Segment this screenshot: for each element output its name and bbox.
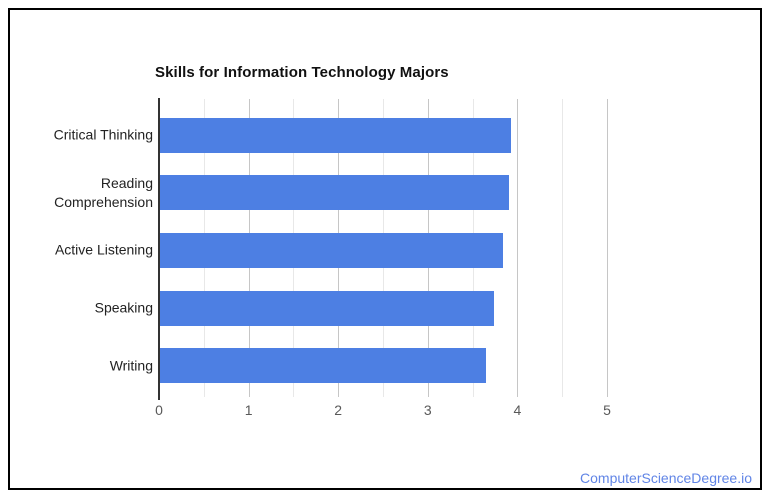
- x-tick-label: 5: [603, 402, 611, 418]
- x-tick-label: 3: [423, 402, 432, 418]
- chart-frame: Skills for Information Technology Majors…: [8, 8, 762, 490]
- minor-gridline: [562, 99, 564, 397]
- category-label: Reading Comprehension: [54, 174, 153, 210]
- x-tick-label: 2: [334, 402, 343, 418]
- y-axis-baseline: [158, 98, 160, 400]
- watermark: ComputerScienceDegree.io: [580, 470, 752, 486]
- category-label: Writing: [109, 357, 153, 374]
- bar: [160, 290, 495, 326]
- major-gridline: [607, 99, 608, 397]
- x-tick-label: 0: [155, 402, 163, 418]
- bar: [160, 232, 504, 268]
- major-gridline: [517, 99, 519, 397]
- bar: [160, 348, 487, 384]
- plot-area: [160, 99, 660, 397]
- category-label: Active Listening: [54, 241, 153, 258]
- category-label: Critical Thinking: [53, 126, 153, 143]
- bar: [160, 117, 512, 153]
- category-label: Speaking: [94, 299, 153, 316]
- bar: [160, 175, 509, 211]
- x-tick-label: 4: [513, 402, 522, 418]
- x-tick-label: 1: [244, 402, 253, 418]
- chart-title: Skills for Information Technology Majors: [155, 64, 449, 81]
